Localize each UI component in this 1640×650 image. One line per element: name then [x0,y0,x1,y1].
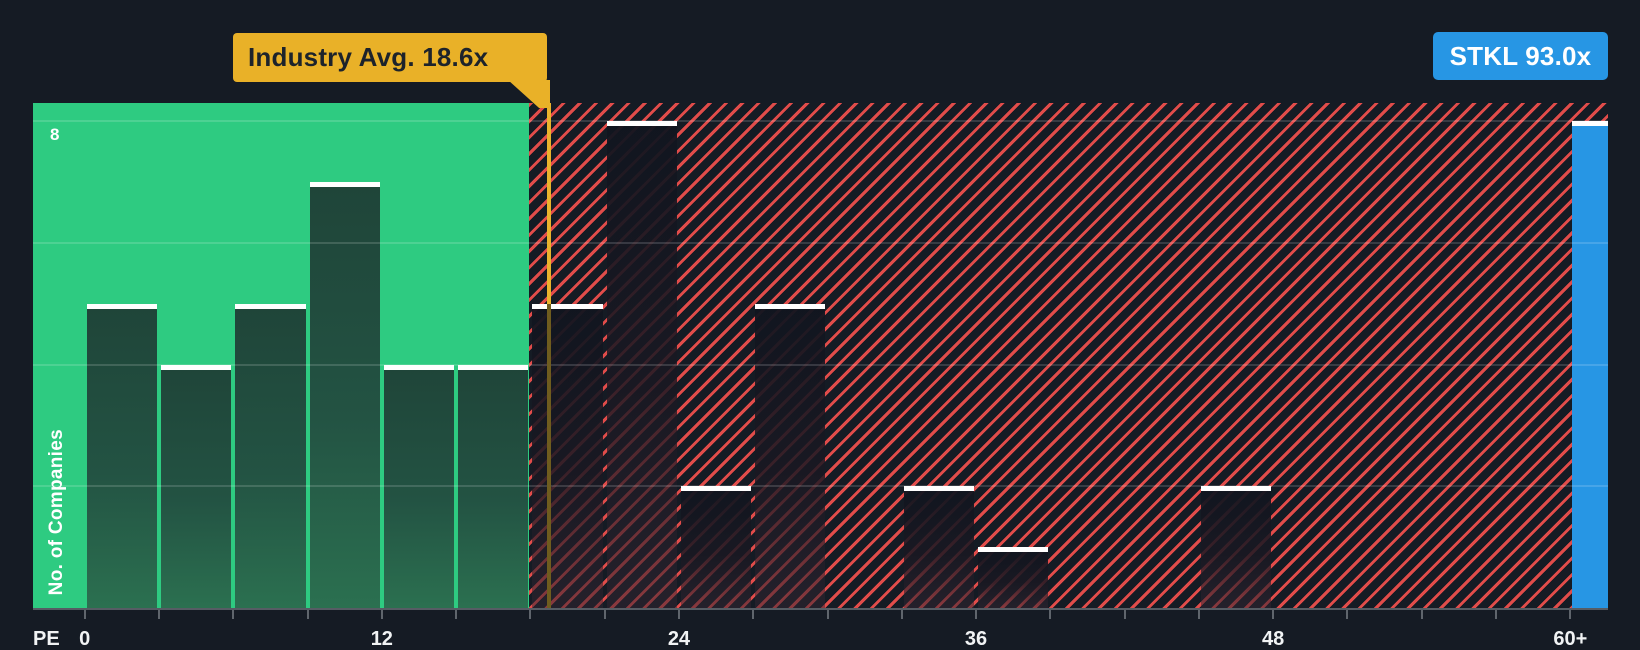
x-axis-tick-15 [455,610,458,619]
x-axis-tick-3 [157,610,160,619]
x-axis-tick-12 [380,610,383,619]
x-axis-tick-33 [900,610,903,619]
gridline-4 [33,363,1608,366]
x-axis-label-12: 12 [370,628,393,650]
histogram-bar-33-36[interactable] [903,486,975,608]
histogram-bar-24-27[interactable] [680,486,752,608]
gridline-8 [33,120,1608,122]
histogram-bar-45-48[interactable] [1200,486,1272,608]
histogram-bar-27-30[interactable] [755,303,826,608]
x-axis-tick-36 [975,610,978,619]
histogram-bar-12-15[interactable] [383,364,455,608]
x-axis-title: PE [33,628,60,650]
histogram-bar-3-6[interactable] [160,364,232,608]
industry-avg-line-dim [547,304,551,608]
y-axis-max-tick-label: 8 [50,125,60,144]
x-axis-tick-39 [1049,610,1052,619]
histogram-bar-9-12[interactable] [309,181,380,608]
x-axis-tick-27 [752,610,755,619]
x-axis-label-48: 48 [1262,628,1285,650]
x-axis-tick-6 [232,610,235,619]
x-axis-tick-30 [826,610,829,619]
x-axis-line [33,608,1608,610]
gridline-6 [33,241,1608,244]
histogram-bar-0-3[interactable] [86,303,157,608]
x-axis-tick-42 [1123,610,1126,619]
y-axis-title: No. of Companies [46,428,67,595]
x-axis-tick-48 [1272,610,1275,619]
industry-avg-callout-label: Industry Avg. 18.6x [248,42,489,72]
gridline-2 [33,485,1608,488]
x-axis-label-60+: 60+ [1553,628,1588,650]
x-axis-tick-21 [603,610,606,619]
x-axis-tick-51 [1346,610,1349,619]
x-axis-label-36: 36 [964,628,988,650]
histogram-bar-60+[interactable] [1572,121,1608,608]
x-axis-label-24: 24 [667,628,691,650]
x-axis-tick-9 [306,610,309,619]
x-axis-tick-18 [529,610,532,619]
x-axis-tick-24 [677,610,680,619]
histogram-bar-21-24[interactable] [606,121,677,608]
plot-area: 8 No. of Companies [33,103,1608,608]
x-axis-tick-57 [1495,610,1498,619]
histogram-bar-15-18[interactable] [458,364,529,608]
x-axis-tick-45 [1197,610,1200,619]
x-axis-label-0: 0 [79,628,91,650]
x-axis-tick-60 [1569,610,1572,619]
industry-avg-line [547,103,551,304]
x-axis-tick-0 [83,610,86,619]
histogram-bar-36-39[interactable] [978,547,1049,608]
histogram-bar-18-21[interactable] [532,303,603,608]
histogram-bar-6-9[interactable] [235,303,306,608]
x-axis-tick-54 [1420,610,1423,619]
ticker-badge-label: STKL 93.0x [1449,40,1592,71]
industry-avg-callout: Industry Avg. 18.6x [233,33,547,82]
ticker-badge: STKL 93.0x [1433,32,1608,80]
